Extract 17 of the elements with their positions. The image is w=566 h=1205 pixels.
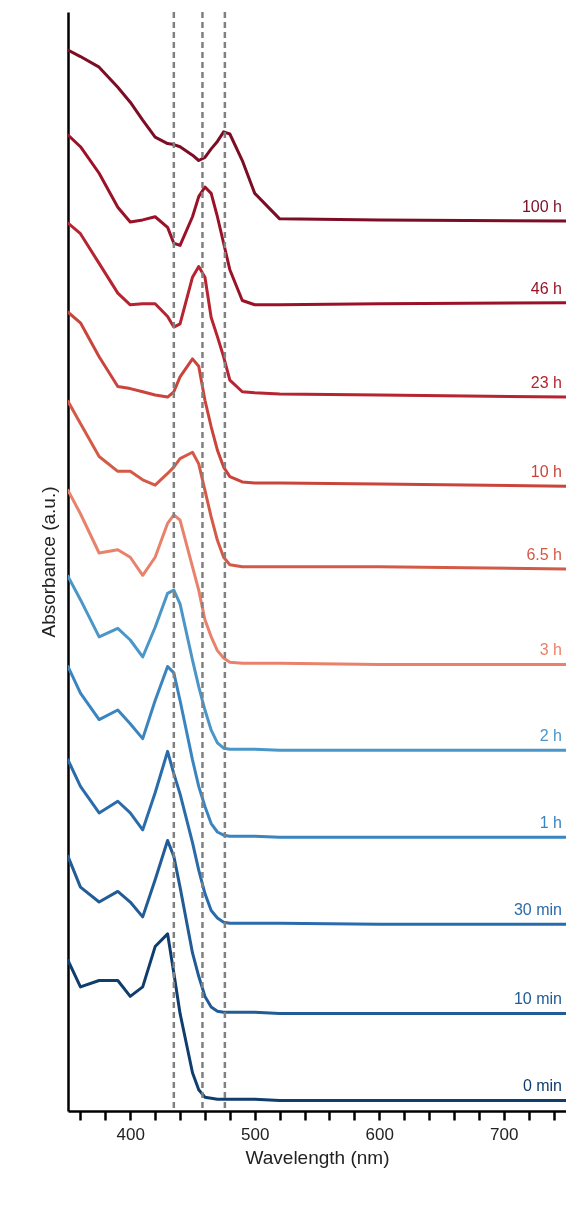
series-label: 3 h [539,641,562,659]
series-label: 10 min [513,990,562,1008]
series-label: 6.5 h [526,545,562,563]
x-axis-title: Wavelength (nm) [245,1146,390,1168]
series-label: 30 min [513,901,562,919]
series-label: 10 h [530,463,562,481]
series-label: 0 min [522,1077,562,1095]
series-label: 46 h [530,279,562,297]
series-label: 23 h [530,374,562,392]
series-label: 100 h [521,197,562,215]
x-tick-label: 600 [365,1124,394,1144]
series-label: 1 h [539,814,562,832]
x-tick-label: 400 [116,1124,145,1144]
y-axis-title: Absorbance (a.u.) [37,486,59,638]
series-label: 2 h [539,727,562,745]
x-tick-label: 500 [241,1124,270,1144]
x-tick-label: 700 [490,1124,519,1144]
